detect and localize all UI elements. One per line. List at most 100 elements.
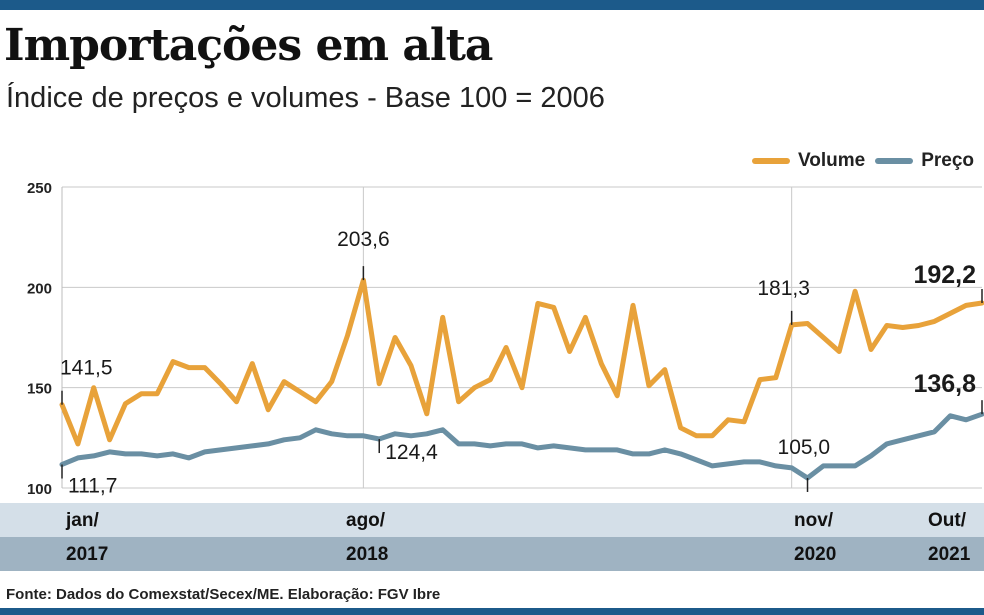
data-point-volume — [584, 316, 587, 319]
data-point-volume — [330, 380, 333, 383]
annotation-label: 105,0 — [778, 436, 831, 459]
y-tick-label: 100 — [27, 481, 52, 498]
data-point-volume — [886, 324, 888, 327]
annotation-label: 141,5 — [60, 357, 113, 380]
data-point-preco — [886, 443, 888, 445]
data-point-volume — [870, 348, 872, 351]
series-line-volume — [59, 277, 984, 447]
line-chart: 250 200 150 100 141,5 111,7 203,6 124,4 181,3 105… — [27, 180, 984, 498]
month-label-ago: ago/ — [346, 510, 386, 531]
month-label-nov: nov/ — [794, 510, 834, 531]
source-note: Fonte: Dados do Comexstat/Secex/ME. Elab… — [6, 586, 441, 603]
data-point-volume — [426, 412, 428, 415]
annotation-label: 192,2 — [913, 261, 976, 289]
data-point-volume — [346, 334, 349, 337]
annotation-label: 181,3 — [757, 277, 810, 300]
data-point-volume — [394, 336, 396, 339]
data-point-volume — [854, 290, 856, 293]
y-tick-label: 150 — [27, 381, 52, 398]
month-band — [0, 503, 984, 537]
data-point-preco — [838, 465, 841, 467]
data-point-volume — [759, 378, 761, 381]
data-point-preco — [362, 435, 365, 437]
data-point-preco — [774, 465, 777, 467]
data-point-preco — [314, 429, 317, 431]
year-band — [0, 537, 984, 571]
data-point-preco — [457, 443, 460, 445]
data-point-preco — [870, 455, 872, 457]
data-point-volume — [77, 443, 79, 445]
data-point-preco — [172, 453, 174, 455]
month-label-jan: jan/ — [66, 510, 99, 531]
data-point-volume — [108, 439, 111, 441]
data-point-preco — [283, 439, 285, 441]
chart-title: Importações em alta — [4, 20, 493, 71]
data-point-volume — [965, 304, 967, 307]
data-point-preco — [822, 465, 825, 467]
data-point-volume — [822, 336, 825, 339]
annotation-label: 136,8 — [913, 370, 976, 398]
data-point-preco — [600, 449, 603, 451]
data-point-preco — [854, 465, 856, 467]
data-point-preco — [251, 445, 254, 447]
data-point-preco — [901, 439, 904, 441]
data-point-volume — [600, 362, 603, 365]
data-point-preco — [663, 449, 666, 451]
chart-subtitle: Índice de preços e volumes - Base 100 = … — [6, 82, 605, 114]
year-label-2021: 2021 — [928, 544, 971, 565]
data-point-volume — [806, 322, 809, 325]
data-point-volume — [933, 320, 936, 323]
data-point-volume — [711, 435, 714, 437]
data-point-volume — [156, 392, 158, 395]
data-point-volume — [568, 350, 571, 353]
data-point-preco — [219, 449, 222, 451]
data-point-preco — [933, 431, 936, 433]
data-point-preco — [441, 429, 444, 431]
data-point-volume — [663, 368, 666, 371]
y-tick-label: 200 — [27, 280, 52, 297]
data-point-preco — [965, 418, 967, 421]
data-point-preco — [124, 453, 127, 455]
data-point-volume — [267, 408, 270, 411]
data-point-preco — [505, 443, 507, 445]
data-point-volume — [552, 306, 555, 309]
data-point-volume — [283, 380, 285, 383]
data-point-volume — [473, 386, 476, 389]
data-point-preco — [743, 461, 745, 463]
data-point-volume — [743, 420, 745, 423]
data-point-preco — [394, 433, 396, 435]
series-line-preco — [59, 411, 984, 481]
data-point-preco — [77, 457, 79, 459]
data-point-preco — [679, 453, 682, 455]
data-point-preco — [346, 435, 349, 437]
data-point-preco — [648, 453, 650, 455]
data-point-preco — [235, 447, 238, 449]
legend-swatch-volume — [751, 158, 790, 164]
data-point-preco — [632, 453, 634, 455]
data-point-volume — [235, 400, 238, 403]
legend-item-volume: Volume — [751, 150, 866, 172]
data-point-volume — [410, 364, 412, 367]
data-point-preco — [759, 461, 761, 463]
data-point-preco — [695, 459, 698, 461]
top-accent-bar — [0, 0, 984, 10]
data-point-preco — [727, 463, 730, 465]
data-point-volume — [378, 382, 381, 385]
annotation-label: 203,6 — [337, 228, 390, 251]
data-point-preco — [473, 443, 476, 445]
data-point-preco — [426, 433, 428, 435]
legend: Volume Preço — [751, 150, 974, 172]
data-point-preco — [537, 447, 539, 449]
data-point-volume — [219, 382, 222, 385]
data-point-volume — [203, 366, 206, 369]
annotation-label: 111,7 — [68, 475, 117, 498]
data-point-volume — [188, 366, 190, 369]
month-label-out: Out/ — [928, 510, 966, 531]
data-point-volume — [917, 324, 920, 327]
data-point-preco — [203, 451, 206, 453]
data-point-volume — [774, 376, 777, 379]
data-point-volume — [537, 302, 539, 305]
legend-label-volume: Volume — [797, 150, 866, 171]
data-point-volume — [251, 362, 254, 365]
y-tick-label: 250 — [27, 180, 52, 197]
